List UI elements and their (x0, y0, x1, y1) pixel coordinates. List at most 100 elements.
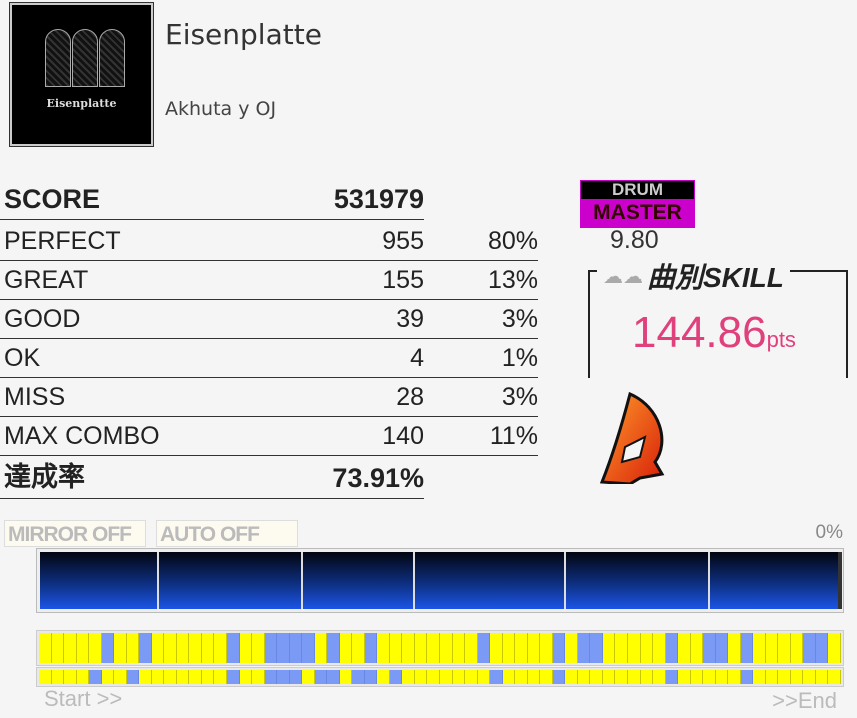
row-count: 531979 (333, 184, 424, 214)
timeline-cell-hit (414, 633, 428, 663)
row-divider (0, 377, 538, 378)
timeline-cell-hit (778, 670, 791, 684)
timeline-cell-miss (352, 670, 365, 684)
achievement-row: 達成率 73.91% (0, 459, 424, 498)
row-divider (0, 498, 424, 499)
timeline-cell-miss (389, 670, 403, 684)
timeline-cell-miss (289, 633, 303, 663)
timeline-cell-hit (164, 670, 177, 684)
timeline-cell-hit (753, 633, 766, 663)
row-label: MISS (4, 383, 66, 411)
timeline-cell-hit (615, 670, 628, 684)
jacket-logo: Eisenplatte (46, 97, 117, 110)
timeline-cell-hit (176, 670, 190, 684)
timeline-cell-hit (126, 633, 140, 663)
timeline-cell-hit (565, 670, 578, 684)
row-percent: 3% (501, 383, 538, 411)
timeline-cell-miss (552, 670, 566, 684)
timeline-cell-hit (515, 670, 528, 684)
row-percent: 3% (501, 305, 538, 333)
timeline-cell-miss (364, 670, 378, 684)
timeline-cell-hit (51, 633, 65, 663)
timeline-cell-hit (114, 670, 127, 684)
timeline-cell-hit (715, 670, 729, 684)
timeline-cell-hit (627, 670, 641, 684)
row-percent: 11% (489, 422, 538, 450)
end-label: >>End (772, 688, 837, 713)
timeline-cell-hit (815, 670, 829, 684)
row-count: 28 (396, 383, 424, 411)
timeline-cell-hit (565, 633, 578, 663)
row-divider (0, 299, 538, 300)
timeline-cell-miss (803, 633, 816, 663)
row-label: GOOD (4, 305, 81, 333)
judgement-row-great: GREAT 155 13% (0, 260, 538, 299)
row-percent: 13% (487, 266, 538, 294)
timeline-cell-hit (377, 670, 390, 684)
auto-option: AUTO OFF (156, 520, 298, 547)
timeline-cell-hit (653, 670, 666, 684)
row-count: 155 (382, 266, 424, 294)
song-title: Eisenplatte (165, 18, 322, 51)
row-label: SCORE (4, 184, 101, 214)
row-divider (0, 338, 538, 339)
row-count: 4 (410, 344, 424, 372)
skill-header: ☁☁ 曲別SKILL (597, 256, 790, 296)
judgement-row-max-combo: MAX COMBO 140 11% (0, 416, 538, 455)
judgement-row-good: GOOD 39 3% (0, 299, 538, 338)
timeline-cell-hit (39, 633, 52, 663)
timeline-cell-hit (201, 633, 215, 663)
timeline-cell-hit (214, 633, 227, 663)
timeline-cell-hit (402, 633, 415, 663)
timeline-cell-hit (627, 633, 641, 663)
timeline-cell-hit (389, 633, 403, 663)
timeline-cell-miss (552, 633, 566, 663)
timeline-cell-hit (176, 633, 190, 663)
timeline-cell-hit (502, 670, 516, 684)
timeline-cell-hit (76, 670, 90, 684)
timeline-cell-hit (490, 633, 503, 663)
row-label: GREAT (4, 266, 89, 294)
score-row: SCORE 531979 (0, 180, 424, 219)
row-divider (0, 260, 538, 261)
timeline-cell-hit (678, 670, 691, 684)
timeline-cell-hit (640, 633, 654, 663)
timeline-cell-miss (126, 670, 140, 684)
timeline-cell-hit (753, 670, 766, 684)
row-count: 955 (382, 227, 424, 255)
timeline-cell-miss (226, 670, 240, 684)
timeline-cell-hit (164, 633, 177, 663)
timeline-cell-miss (277, 633, 290, 663)
timeline-cell-hit (189, 670, 202, 684)
timeline-cell-miss (139, 633, 152, 663)
timeline-cell-hit (703, 670, 716, 684)
timeline-cell-miss (89, 670, 102, 684)
timeline-cell-hit (201, 670, 215, 684)
timeline-cell-hit (64, 633, 77, 663)
timeline-row-1 (36, 630, 844, 666)
timeline-cell-hit (151, 670, 165, 684)
timeline-cell-hit (414, 670, 428, 684)
timeline-cell-miss (715, 633, 729, 663)
timeline-cell-hit (790, 633, 804, 663)
timeline-cell-hit (239, 633, 253, 663)
timeline-cell-hit (339, 633, 353, 663)
timeline-cell-miss (490, 670, 503, 684)
timeline-cell-hit (352, 633, 365, 663)
timeline-cell-miss (277, 670, 290, 684)
timeline-cell-miss (264, 670, 278, 684)
timeline-cell-hit (790, 670, 804, 684)
timeline-cell-hit (314, 633, 328, 663)
timeline-cell-hit (252, 633, 265, 663)
timeline-cell-miss (264, 633, 278, 663)
timeline-cell-hit (540, 633, 553, 663)
timeline-cell-hit (402, 670, 415, 684)
timeline-cell-miss (577, 633, 591, 663)
timeline-cell-hit (615, 633, 628, 663)
timeline-cell-miss (327, 633, 340, 663)
timeline-cell-miss (101, 633, 115, 663)
row-percent: 1% (501, 344, 538, 372)
row-divider (0, 219, 424, 220)
timeline-cell-miss (665, 670, 679, 684)
timeline-cell-hit (803, 670, 816, 684)
